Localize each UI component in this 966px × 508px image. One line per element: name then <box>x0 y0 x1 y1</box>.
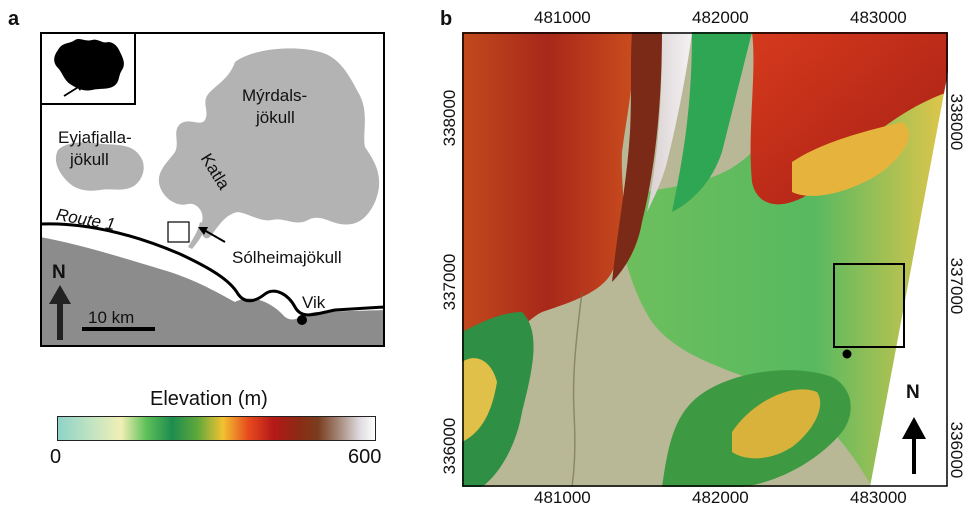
route-1-road <box>40 222 385 317</box>
north-label-b: N <box>906 382 920 403</box>
study-area-box <box>833 263 905 348</box>
study-point-marker <box>842 349 852 359</box>
y-tick-left-338000: 338000 <box>440 89 459 147</box>
iceland-overview-map <box>40 32 385 347</box>
solheimajokull-box <box>167 221 190 243</box>
north-label-a: N <box>52 262 66 283</box>
x-tick-top-482000: 482000 <box>692 8 749 27</box>
eyjafjallajokull-glacier <box>55 142 144 191</box>
myrdalsjokull-glacier <box>158 48 380 239</box>
x-tick-bottom-482000: 482000 <box>692 488 749 507</box>
panel-b-letter: b <box>440 8 453 30</box>
myrdalsjokull-label-line2: jökull <box>256 108 295 127</box>
vik-label: Vik <box>302 293 326 312</box>
x-tick-bottom-481000: 481000 <box>534 488 591 507</box>
vik-marker <box>297 315 307 325</box>
y-tick-left-337000: 337000 <box>440 253 459 311</box>
legend-min-label: 0 <box>50 446 62 468</box>
myrdalsjokull-label-line1: Mýrdals- <box>242 86 308 105</box>
y-tick-right-338000: 338000 <box>947 93 966 151</box>
elevation-colorbar <box>57 416 376 441</box>
y-tick-left-336000: 336000 <box>440 417 459 475</box>
solheimajokull-label: Sólheimajökull <box>232 248 342 267</box>
eyjafjallajokull-label-line1: Eyjafjalla- <box>58 128 132 147</box>
scale-bar-label: 10 km <box>88 308 135 327</box>
x-tick-bottom-483000: 483000 <box>850 488 907 507</box>
eyjafjallajokull-label-line2: jökull <box>70 150 109 169</box>
elevation-map <box>462 32 948 487</box>
y-tick-right-337000: 337000 <box>947 257 966 315</box>
legend-max-label: 600 <box>348 446 382 468</box>
iceland-silhouette <box>54 39 124 91</box>
x-tick-top-483000: 483000 <box>850 8 907 27</box>
x-tick-top-481000: 481000 <box>534 8 591 27</box>
legend-title: Elevation (m) <box>150 388 268 410</box>
y-tick-right-336000: 336000 <box>947 421 966 479</box>
panel-a-letter: a <box>8 8 20 30</box>
